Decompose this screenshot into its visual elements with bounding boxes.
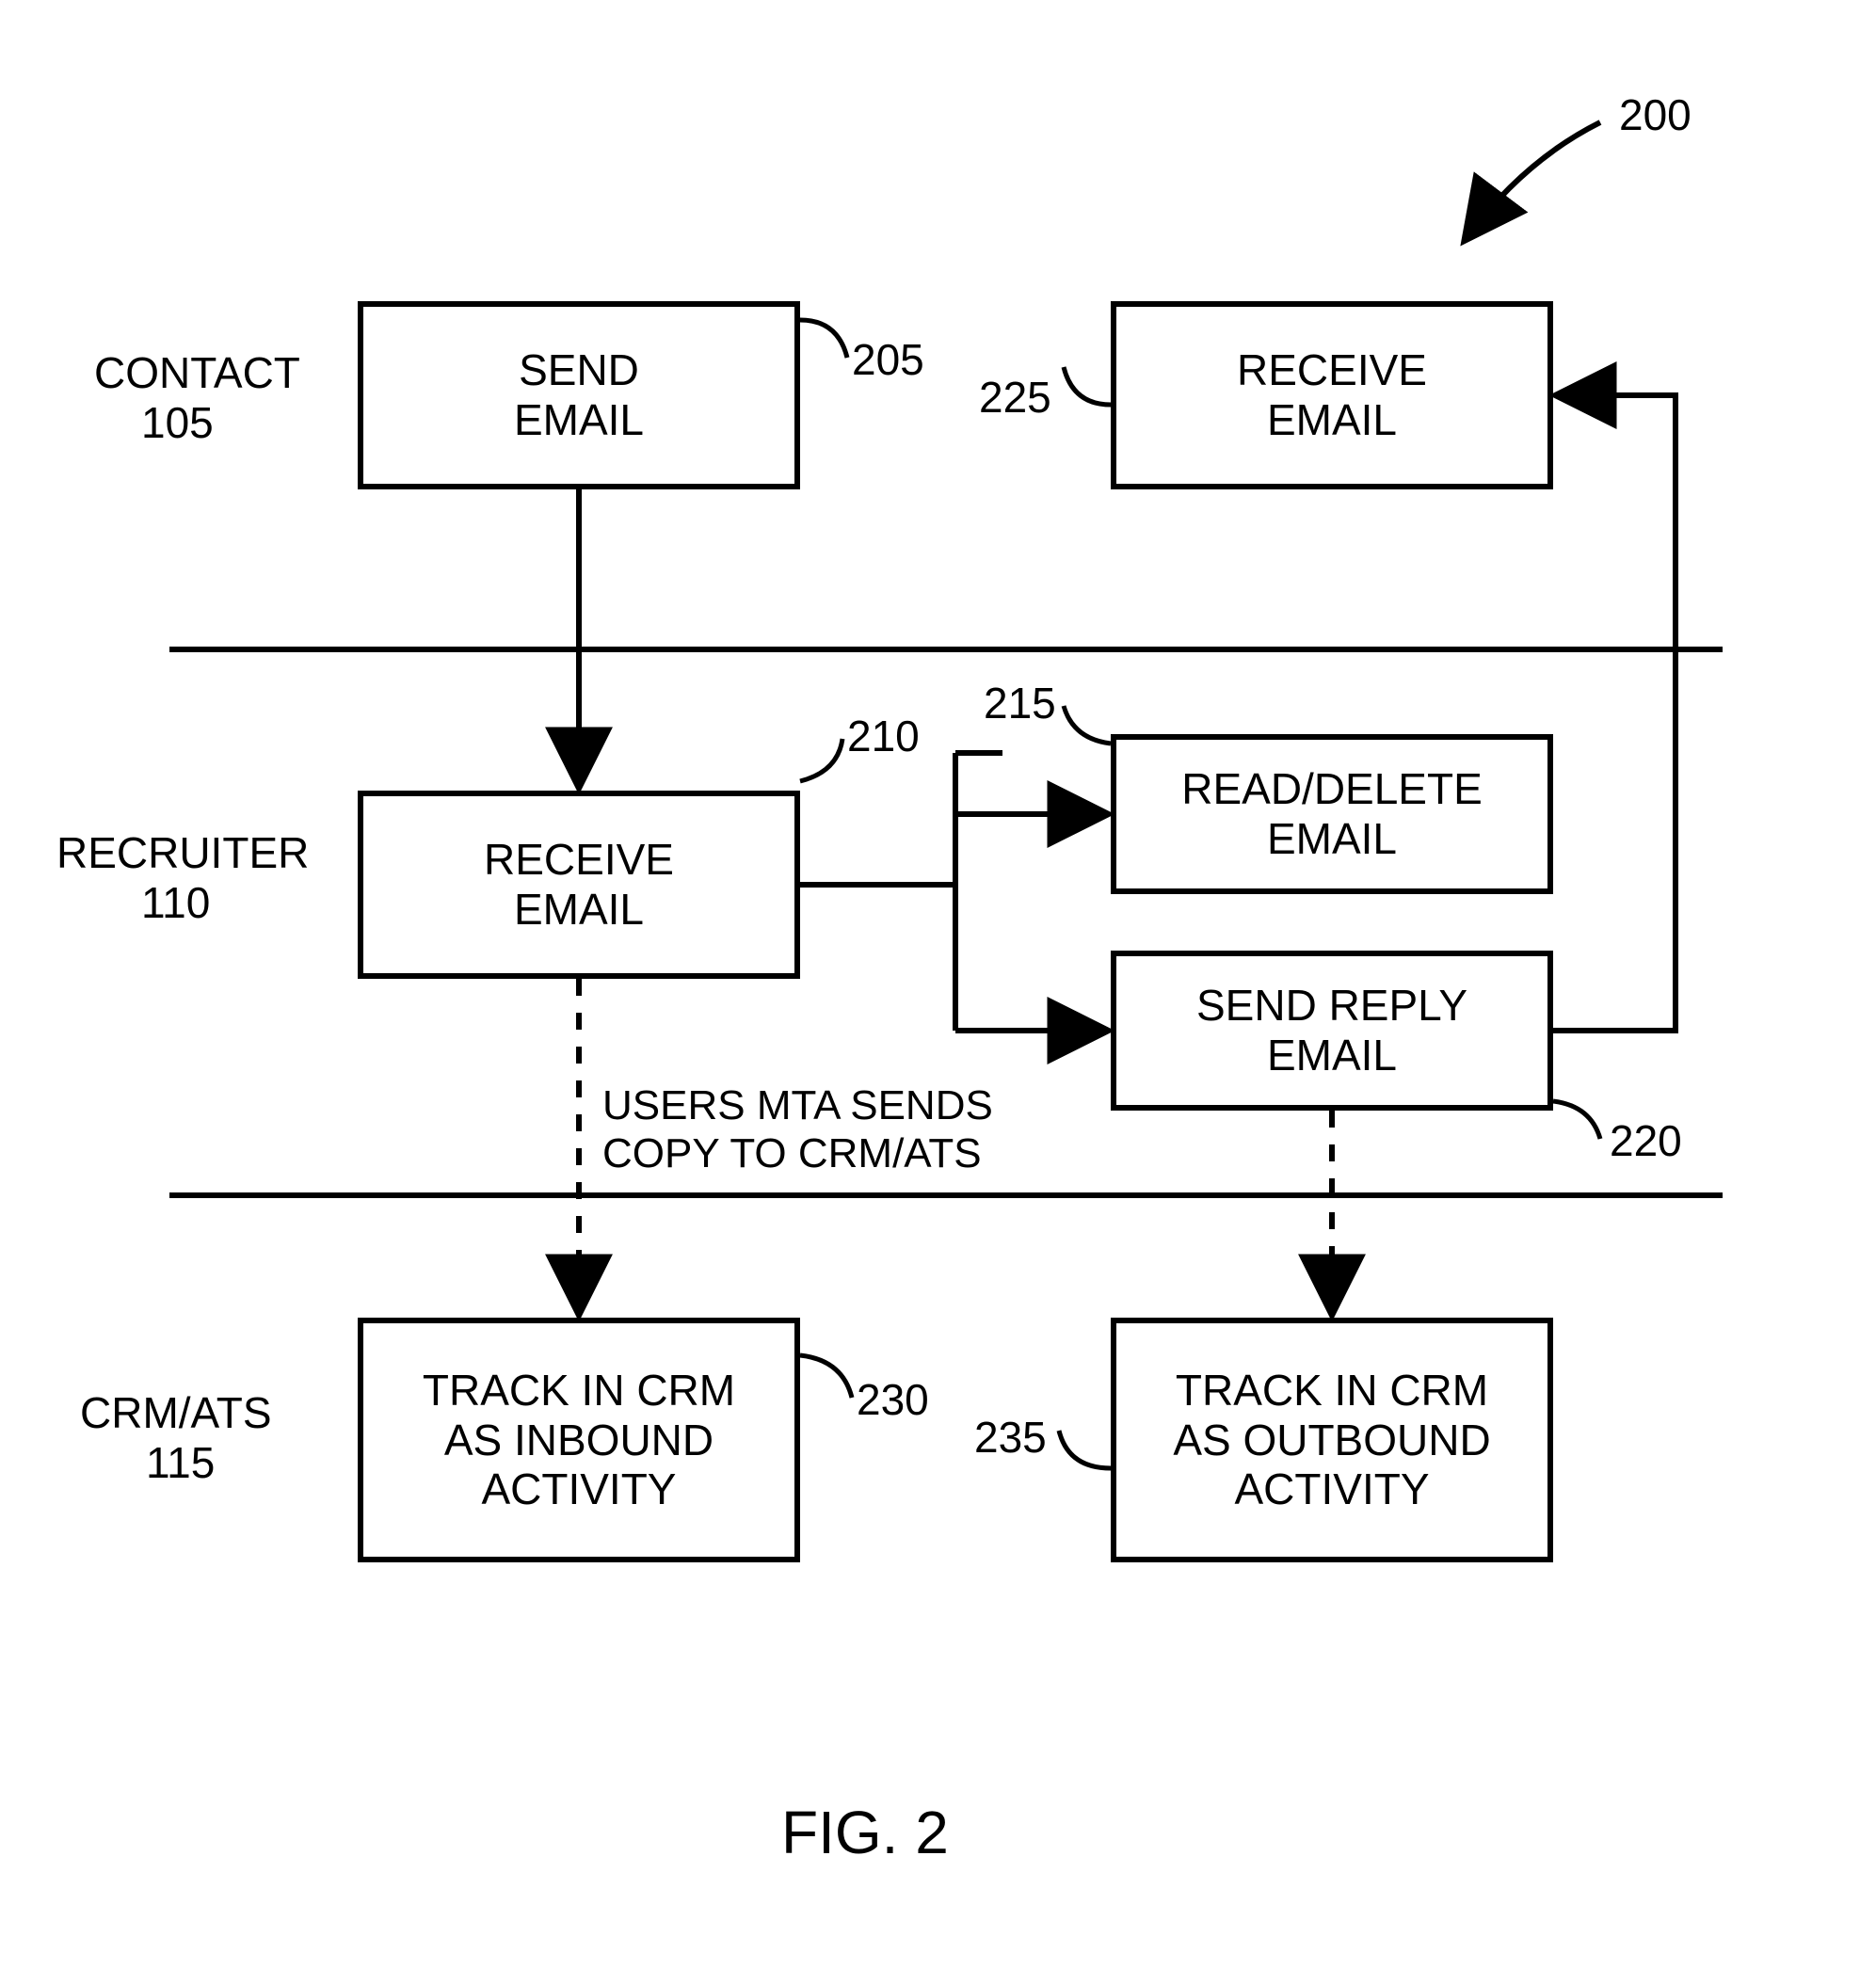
- lane-contact-num: 105: [94, 398, 214, 447]
- ref-210: 210: [847, 711, 920, 761]
- node-read-delete: READ/DELETE EMAIL: [1111, 734, 1553, 894]
- lane-crm: CRM/ATS 115: [80, 1388, 272, 1488]
- lane-crm-name: CRM/ATS: [80, 1388, 272, 1437]
- ref-200: 200: [1619, 89, 1692, 140]
- lane-crm-num: 115: [80, 1438, 215, 1487]
- node-receive-email-top: RECEIVE EMAIL: [1111, 301, 1553, 489]
- diagram-canvas: CONTACT 105 RECRUITER 110 CRM/ATS 115 SE…: [0, 0, 1876, 1984]
- ref-235: 235: [974, 1412, 1047, 1463]
- node-send-reply-label: SEND REPLY EMAIL: [1196, 981, 1467, 1080]
- node-track-inbound-label: TRACK IN CRM AS INBOUND ACTIVITY: [423, 1366, 735, 1515]
- lane-contact: CONTACT 105: [94, 348, 300, 448]
- node-track-outbound-label: TRACK IN CRM AS OUTBOUND ACTIVITY: [1173, 1366, 1490, 1515]
- lane-recruiter-num: 110: [56, 878, 210, 927]
- node-receive-email-mid: RECEIVE EMAIL: [358, 791, 800, 979]
- ref-215: 215: [984, 678, 1056, 728]
- connector-layer: [0, 0, 1876, 1984]
- ref-220: 220: [1610, 1115, 1682, 1166]
- figure-label: FIG. 2: [781, 1798, 949, 1867]
- lane-recruiter: RECRUITER 110: [56, 828, 309, 928]
- lane-recruiter-name: RECRUITER: [56, 828, 309, 877]
- node-track-inbound: TRACK IN CRM AS INBOUND ACTIVITY: [358, 1318, 800, 1562]
- ref-205: 205: [852, 334, 924, 385]
- node-receive-email-mid-label: RECEIVE EMAIL: [484, 835, 674, 935]
- lane-contact-name: CONTACT: [94, 348, 300, 397]
- node-send-email-label: SEND EMAIL: [514, 345, 644, 445]
- node-send-reply: SEND REPLY EMAIL: [1111, 951, 1553, 1111]
- node-send-email: SEND EMAIL: [358, 301, 800, 489]
- ref-225: 225: [979, 372, 1051, 423]
- node-read-delete-label: READ/DELETE EMAIL: [1181, 764, 1483, 864]
- ref-230: 230: [857, 1374, 929, 1425]
- node-receive-email-top-label: RECEIVE EMAIL: [1237, 345, 1427, 445]
- mta-note: USERS MTA SENDS COPY TO CRM/ATS: [602, 1082, 993, 1177]
- node-track-outbound: TRACK IN CRM AS OUTBOUND ACTIVITY: [1111, 1318, 1553, 1562]
